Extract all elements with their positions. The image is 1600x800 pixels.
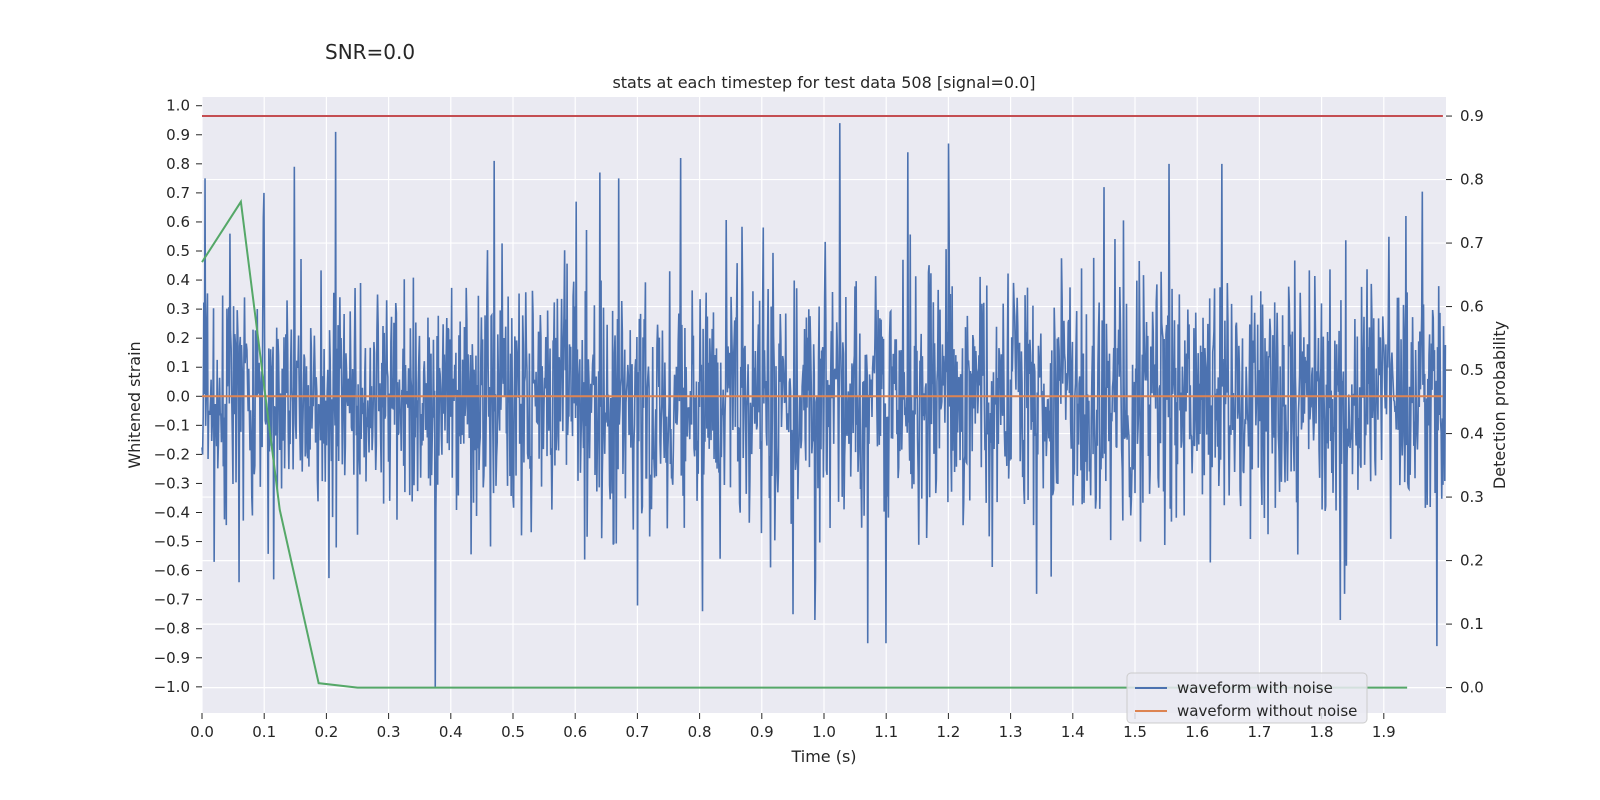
- x-tick-label: 1.0: [812, 723, 836, 741]
- x-tick-label: 0.5: [501, 723, 525, 741]
- suptitle-snr: SNR=0.0: [325, 40, 416, 64]
- x-tick-label: 0.8: [688, 723, 712, 741]
- x-tick-label: 1.9: [1372, 723, 1396, 741]
- y-tick-label: 0.9: [166, 126, 190, 144]
- series-detection-probability: [201, 198, 1408, 689]
- y-tick-label: 0.0: [166, 387, 190, 405]
- y2-tick-label: 0.8: [1460, 171, 1484, 189]
- x-tick-label: 0.9: [750, 723, 774, 741]
- y-tick-label: 0.6: [166, 213, 190, 231]
- series-waveform-with-noise: [201, 123, 1447, 687]
- x-tick-label: 0.4: [439, 723, 463, 741]
- y2-tick-label: 0.2: [1460, 552, 1484, 570]
- y-tick-label: 0.7: [166, 184, 190, 202]
- y2-tick-label: 0.9: [1460, 107, 1484, 125]
- x-tick-label: 0.1: [252, 723, 276, 741]
- x-tick-label: 1.8: [1310, 723, 1334, 741]
- legend-box: [1126, 672, 1368, 724]
- y-tick-label: −0.3: [154, 474, 190, 492]
- y-tick-label: −0.5: [154, 533, 190, 551]
- x-tick-label: 0.2: [314, 723, 338, 741]
- x-tick-label: 1.3: [999, 723, 1023, 741]
- y-tick-label: −1.0: [154, 678, 190, 696]
- y-tick-label: 0.5: [166, 242, 190, 260]
- x-tick-label: 1.5: [1123, 723, 1147, 741]
- y2-tick-label: 0.1: [1460, 615, 1484, 633]
- x-axis-label: Time (s): [790, 747, 856, 766]
- y-tick-label: −0.9: [154, 649, 190, 667]
- x-tick-label: 1.7: [1247, 723, 1271, 741]
- y2-tick-label: 0.5: [1460, 361, 1484, 379]
- legend-entry-clean: waveform without noise: [1177, 702, 1357, 720]
- y-tick-label: 1.0: [166, 97, 190, 115]
- chart-title: stats at each timestep for test data 508…: [612, 73, 1035, 92]
- y2-tick-label: 0.3: [1460, 488, 1484, 506]
- legend: waveform with noise waveform without noi…: [1126, 672, 1368, 724]
- y-tick-label: 0.2: [166, 329, 190, 347]
- y-axis-label: Whitened strain: [125, 341, 144, 468]
- x-tick-label: 0.3: [377, 723, 401, 741]
- x-tick-label: 1.2: [936, 723, 960, 741]
- y2-axis-label: Detection probability: [1490, 321, 1509, 489]
- y2-tick-label: 0.4: [1460, 425, 1484, 443]
- x-tick-label: 0.6: [563, 723, 587, 741]
- x-tick-label: 1.6: [1185, 723, 1209, 741]
- series-layer: [201, 115, 1447, 689]
- y-tick-label: −0.6: [154, 562, 190, 580]
- y-tick-label: −0.1: [154, 416, 190, 434]
- y-tick-label: −0.8: [154, 620, 190, 638]
- y-tick-label: 0.1: [166, 358, 190, 376]
- x-tick-label: 0.0: [190, 723, 214, 741]
- x-tick-label: 1.1: [874, 723, 898, 741]
- y2-tick-label: 0.0: [1460, 679, 1484, 697]
- legend-entry-noise: waveform with noise: [1177, 679, 1333, 697]
- y-tick-label: 0.4: [166, 271, 190, 289]
- axes-layer: 0.0 0.1 0.2 0.3 0.4 0.5 0.6 0.7 0.8 0.9 1.0 1.1 1.2 1…: [154, 97, 1484, 741]
- y-tick-label: −0.2: [154, 445, 190, 463]
- x-tick-label: 1.4: [1061, 723, 1085, 741]
- y-tick-label: −0.7: [154, 591, 190, 609]
- y-tick-label: −0.4: [154, 504, 190, 522]
- x-tick-label: 0.7: [625, 723, 649, 741]
- y-tick-label: 0.8: [166, 155, 190, 173]
- y2-tick-label: 0.7: [1460, 234, 1484, 252]
- y2-tick-label: 0.6: [1460, 298, 1484, 316]
- y-tick-label: 0.3: [166, 300, 190, 318]
